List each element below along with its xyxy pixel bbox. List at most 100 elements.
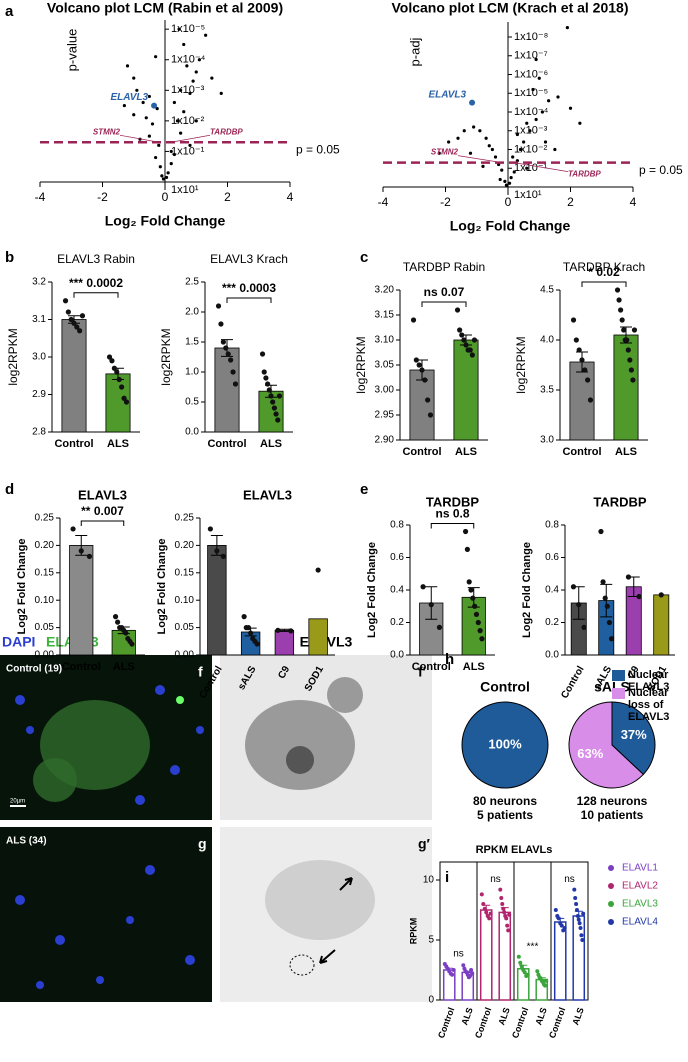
- y-tick-label: 0.00: [35, 650, 55, 661]
- point: [158, 165, 162, 169]
- point: [467, 347, 473, 353]
- point: [472, 125, 476, 129]
- annotation: TARDBP: [210, 127, 243, 136]
- chart-title: TARDBP Rabin: [403, 260, 485, 274]
- point: [132, 113, 136, 117]
- panel-letter: e: [360, 481, 368, 498]
- spot: [176, 696, 184, 704]
- point: [268, 393, 274, 399]
- point: [70, 526, 76, 532]
- point: [535, 969, 540, 974]
- x-tick-label: Control: [547, 1006, 567, 1039]
- panel-letter: b: [5, 249, 14, 266]
- point: [577, 921, 582, 926]
- point: [410, 317, 417, 323]
- point: [618, 307, 624, 313]
- point: [516, 954, 521, 959]
- point: [241, 614, 247, 620]
- x-tick-label: ALS: [113, 661, 135, 673]
- point: [478, 129, 482, 133]
- point: [498, 887, 503, 892]
- significance-bracket: [430, 523, 475, 529]
- y-tick-label: 3.1: [32, 314, 46, 325]
- legend-label: ELAVL4: [622, 917, 658, 928]
- point: [585, 377, 591, 383]
- point: [582, 367, 588, 373]
- point: [500, 902, 505, 906]
- chart-title: ELAVL3 Krach: [210, 252, 288, 266]
- chart-title: Volcano plot LCM (Rabin et al 2009): [47, 0, 283, 16]
- y-tick-label: 3.10: [375, 335, 395, 346]
- point: [179, 131, 183, 135]
- point: [522, 970, 527, 975]
- y-tick-label: 0.20: [175, 540, 195, 551]
- significance-label: ns: [453, 949, 464, 960]
- point: [553, 908, 558, 912]
- point: [132, 76, 136, 80]
- point: [106, 354, 113, 360]
- threshold-label: p = 0.05: [639, 163, 683, 177]
- y-tick-label: 0.25: [35, 513, 55, 524]
- y-tick-label: 0.6: [545, 552, 559, 563]
- point: [472, 603, 478, 609]
- point: [155, 107, 159, 111]
- point: [122, 103, 126, 108]
- point: [621, 327, 627, 333]
- image-label: Control (19): [6, 664, 62, 675]
- chart-title: TARDBP Krach: [563, 260, 645, 274]
- point: [160, 174, 164, 178]
- point: [462, 528, 469, 535]
- annotation: TARDBP: [568, 170, 601, 179]
- highlight-label: ELAVL3: [110, 92, 148, 103]
- point: [210, 76, 214, 80]
- point: [166, 171, 170, 175]
- point: [419, 367, 425, 373]
- point: [207, 526, 213, 532]
- y-tick-label: 1x10⁻²: [514, 143, 548, 155]
- highlight-point: [469, 99, 476, 106]
- point: [422, 377, 428, 383]
- x-axis-label: Log₂ Fold Change: [105, 213, 226, 229]
- legend-marker: [608, 883, 614, 889]
- point: [500, 168, 504, 172]
- x-tick-label: -4: [378, 195, 389, 209]
- x-tick-label: 4: [287, 190, 294, 204]
- x-tick-label: ALS: [463, 661, 485, 673]
- point: [141, 100, 145, 105]
- pie-subtitle: 10 patients: [581, 808, 644, 822]
- bar: [409, 369, 435, 441]
- y-axis-label: log2RPKM: [6, 328, 20, 385]
- point: [466, 579, 472, 585]
- y-tick-label: 3.2: [32, 277, 46, 288]
- nucleus-outline: [289, 954, 315, 976]
- point: [179, 88, 183, 92]
- point: [71, 320, 77, 326]
- point: [271, 405, 277, 411]
- point: [488, 911, 493, 916]
- significance-label: ns: [564, 874, 575, 885]
- y-axis-label: log2RPKM: [159, 328, 173, 385]
- point: [220, 339, 226, 345]
- point: [182, 42, 186, 47]
- chart-title: TARDBP: [593, 494, 647, 509]
- y-tick-label: 1x10¹: [514, 189, 542, 201]
- point: [437, 151, 441, 155]
- point: [625, 574, 632, 580]
- point: [188, 143, 192, 147]
- point: [499, 896, 504, 900]
- point: [275, 627, 281, 633]
- point: [147, 94, 151, 99]
- point: [288, 628, 294, 634]
- significance-label: ns 0.8: [435, 507, 469, 521]
- neuron: [265, 860, 375, 940]
- y-tick-label: 4.0: [540, 335, 554, 346]
- y-tick-label: 1x10⁻⁴: [171, 54, 206, 66]
- point: [504, 916, 509, 921]
- point: [230, 369, 236, 375]
- point: [315, 567, 321, 573]
- point: [169, 162, 173, 166]
- point: [109, 358, 115, 364]
- point: [614, 287, 621, 293]
- point: [425, 397, 431, 403]
- x-tick-label: Control: [207, 438, 246, 450]
